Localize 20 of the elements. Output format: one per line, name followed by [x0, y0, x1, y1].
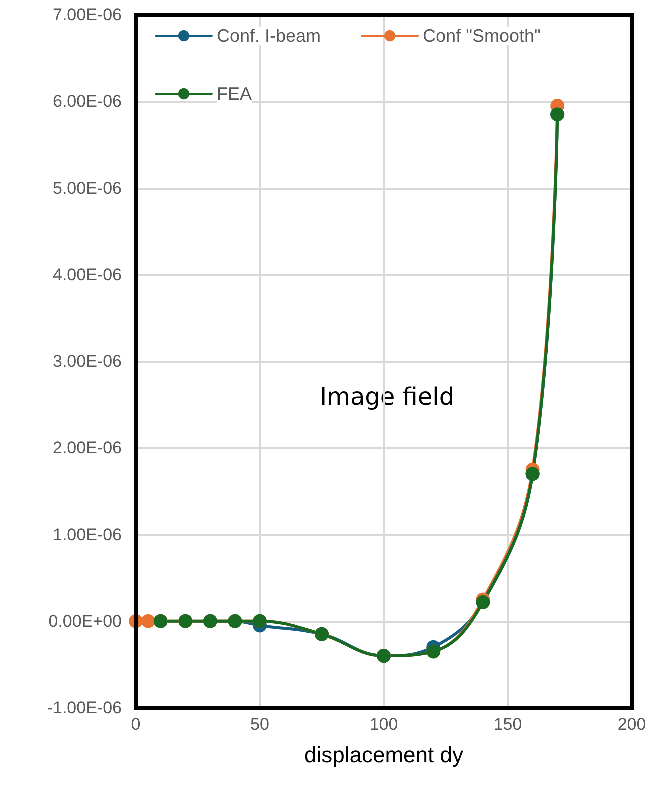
- x-axis-title: displacement dy: [304, 742, 464, 768]
- legend-label: FEA: [217, 84, 252, 104]
- y-tick-label: 3.00E-06: [53, 352, 122, 371]
- y-tick-label: 0.00E+00: [48, 612, 122, 631]
- y-tick-label: 2.00E-06: [53, 438, 122, 458]
- y-tick-label: 1.00E-06: [53, 525, 122, 544]
- legend-label: Conf. I-beam: [217, 26, 322, 46]
- y-tick-label: 6.00E-06: [53, 92, 122, 112]
- x-tick-label: 200: [618, 715, 646, 734]
- x-tick-label: 150: [494, 715, 522, 734]
- x-tick-label: 50: [250, 715, 270, 734]
- legend-label: Conf "Smooth": [423, 26, 541, 46]
- x-tick-label: 0: [131, 715, 141, 734]
- y-tick-label: 5.00E-06: [53, 178, 122, 198]
- x-tick-label: 100: [370, 715, 398, 734]
- y-tick-label: -1.00E-06: [47, 698, 122, 718]
- y-tick-label: 4.00E-06: [53, 265, 122, 284]
- y-tick-label: 7.00E-06: [53, 6, 122, 24]
- point: [141, 614, 156, 628]
- annotation: Image field: [320, 383, 455, 411]
